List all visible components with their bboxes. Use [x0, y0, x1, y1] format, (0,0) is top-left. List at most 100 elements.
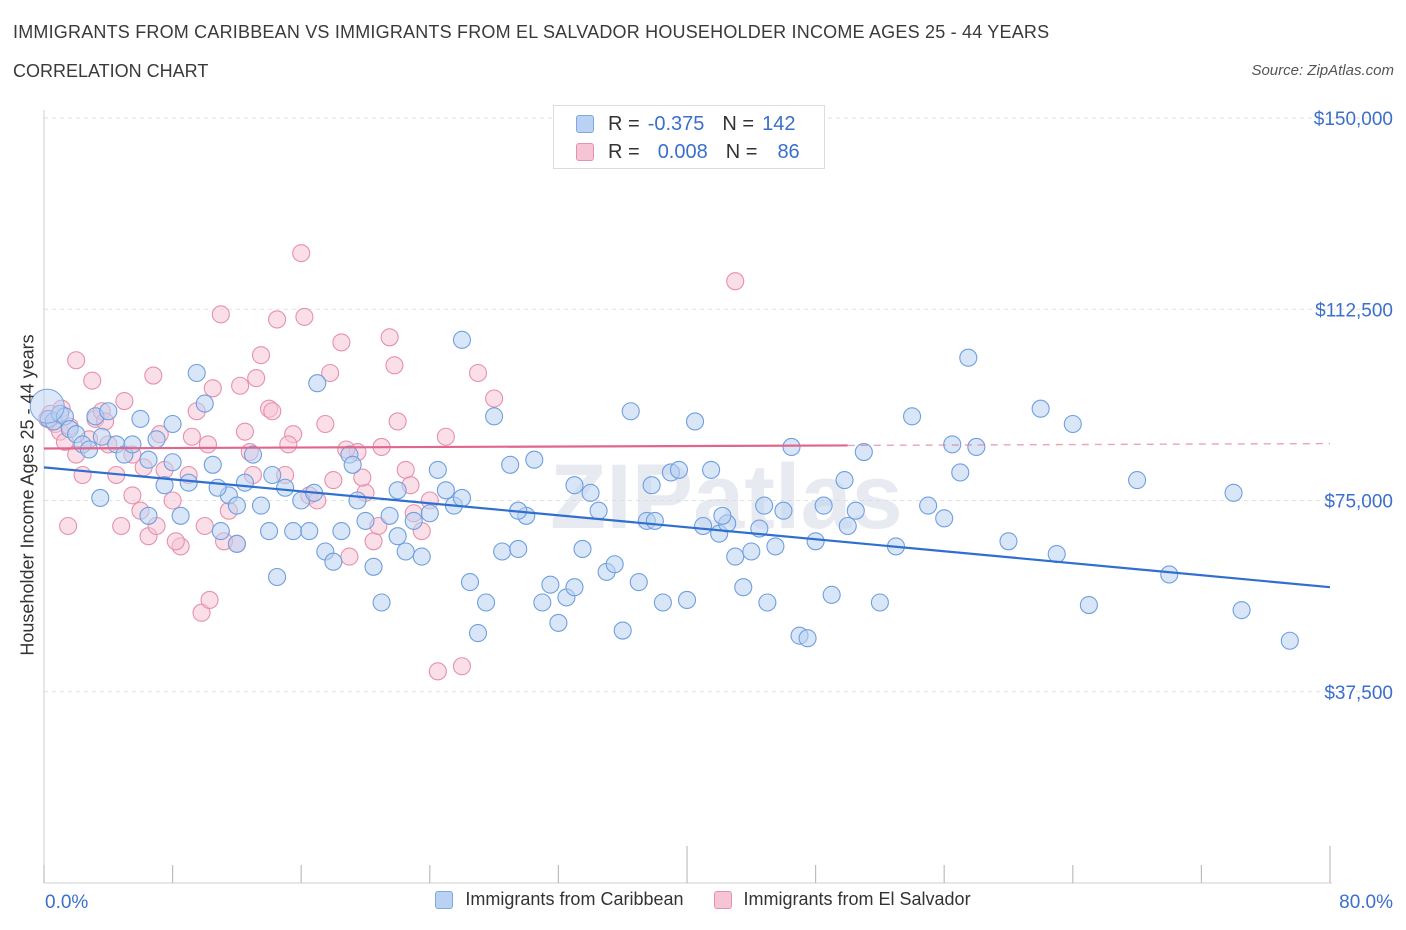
legend-item-caribbean[interactable]: Immigrants from Caribbean	[435, 889, 684, 910]
y-tick-label: $75,000	[1324, 492, 1393, 513]
point-caribbean	[356, 511, 375, 530]
point-caribbean	[436, 481, 455, 500]
point-el-salvador	[203, 379, 222, 398]
r-label: R =	[608, 140, 640, 163]
source-label: Source: ZipAtlas.com	[1251, 62, 1394, 79]
point-caribbean	[163, 414, 182, 434]
point-caribbean	[195, 394, 214, 413]
point-el-salvador	[388, 412, 407, 431]
trend-line-caribbean	[43, 466, 1331, 589]
point-el-salvador	[268, 310, 287, 329]
point-el-salvador	[385, 356, 404, 375]
r-value-caribbean: -0.375	[647, 112, 705, 135]
point-caribbean	[814, 496, 833, 515]
point-el-salvador	[112, 516, 131, 536]
point-caribbean	[782, 437, 801, 457]
point-caribbean	[629, 573, 648, 592]
n-label: N =	[722, 112, 755, 135]
point-el-salvador	[200, 590, 219, 610]
point-caribbean	[645, 511, 664, 530]
point-el-salvador	[332, 333, 351, 352]
grid-lines	[44, 117, 1390, 693]
point-el-salvador	[380, 328, 399, 347]
point-caribbean	[581, 483, 600, 502]
point-el-salvador	[324, 471, 343, 490]
point-caribbean	[694, 516, 713, 536]
legend-item-el-salvador[interactable]: Immigrants from El Salvador	[713, 889, 971, 910]
point-caribbean	[702, 460, 721, 479]
point-caribbean	[525, 450, 544, 469]
x-tick-label-min: 0.0%	[45, 892, 88, 913]
point-caribbean	[131, 409, 150, 428]
point-caribbean	[227, 496, 246, 515]
point-caribbean	[235, 473, 254, 492]
point-caribbean	[902, 407, 922, 426]
point-caribbean	[92, 427, 111, 446]
point-caribbean	[1031, 399, 1050, 418]
point-el-salvador	[353, 468, 372, 487]
point-caribbean	[1063, 414, 1082, 434]
point-el-salvador	[279, 435, 298, 454]
point-el-salvador	[115, 391, 134, 411]
point-caribbean	[685, 412, 705, 431]
point-caribbean	[348, 491, 367, 510]
point-el-salvador	[340, 547, 359, 566]
point-caribbean	[428, 460, 447, 479]
point-caribbean	[372, 593, 391, 612]
legend-label-caribbean: Immigrants from Caribbean	[465, 889, 684, 909]
point-caribbean	[268, 567, 287, 587]
point-caribbean	[642, 476, 661, 495]
point-caribbean	[589, 501, 608, 520]
point-caribbean	[653, 593, 672, 612]
point-el-salvador	[436, 427, 455, 446]
point-caribbean	[549, 613, 568, 632]
point-caribbean	[284, 522, 303, 541]
point-el-salvador	[231, 376, 250, 395]
point-caribbean	[1079, 595, 1098, 615]
legend-label-el-salvador: Immigrants from El Salvador	[743, 889, 971, 909]
point-caribbean	[91, 488, 110, 508]
point-el-salvador	[321, 363, 340, 383]
point-caribbean	[573, 539, 592, 559]
point-caribbean	[259, 522, 279, 541]
point-el-salvador	[428, 662, 447, 681]
point-caribbean	[420, 504, 439, 523]
point-caribbean	[396, 542, 415, 561]
point-caribbean	[1160, 565, 1179, 584]
point-caribbean	[854, 442, 873, 462]
point-caribbean	[951, 463, 970, 482]
r-value-el-salvador: 0.008	[657, 140, 708, 163]
point-caribbean	[1224, 483, 1243, 502]
legend-swatch-el-salvador	[576, 143, 594, 161]
point-caribbean	[79, 440, 99, 459]
point-caribbean	[509, 539, 528, 559]
point-caribbean	[605, 555, 624, 574]
point-el-salvador	[144, 366, 163, 385]
point-el-salvador	[182, 427, 201, 446]
point-caribbean	[276, 478, 295, 497]
point-caribbean	[477, 593, 496, 612]
point-caribbean	[870, 593, 889, 612]
point-el-salvador	[235, 422, 254, 441]
point-caribbean	[300, 522, 319, 541]
y-tick-label: $150,000	[1314, 109, 1393, 130]
point-caribbean	[123, 435, 142, 454]
point-el-salvador	[67, 351, 86, 370]
point-caribbean	[677, 590, 697, 610]
chart-subtitle: CORRELATION CHART	[13, 61, 209, 81]
point-caribbean	[187, 363, 206, 383]
point-caribbean	[565, 578, 584, 597]
legend-row-el-salvador: R = 0.008 N = 86	[576, 140, 800, 164]
point-caribbean-large	[29, 388, 65, 424]
point-el-salvador	[211, 305, 230, 324]
point-caribbean	[452, 488, 472, 508]
point-el-salvador	[485, 389, 504, 408]
point-el-salvador	[198, 435, 218, 454]
point-el-salvador	[73, 465, 92, 485]
point-el-salvador	[292, 244, 311, 263]
y-axis-label: Householder Income Ages 25 - 44 years	[17, 334, 38, 656]
point-caribbean	[822, 585, 841, 604]
point-caribbean	[766, 537, 785, 556]
point-el-salvador	[192, 603, 211, 622]
